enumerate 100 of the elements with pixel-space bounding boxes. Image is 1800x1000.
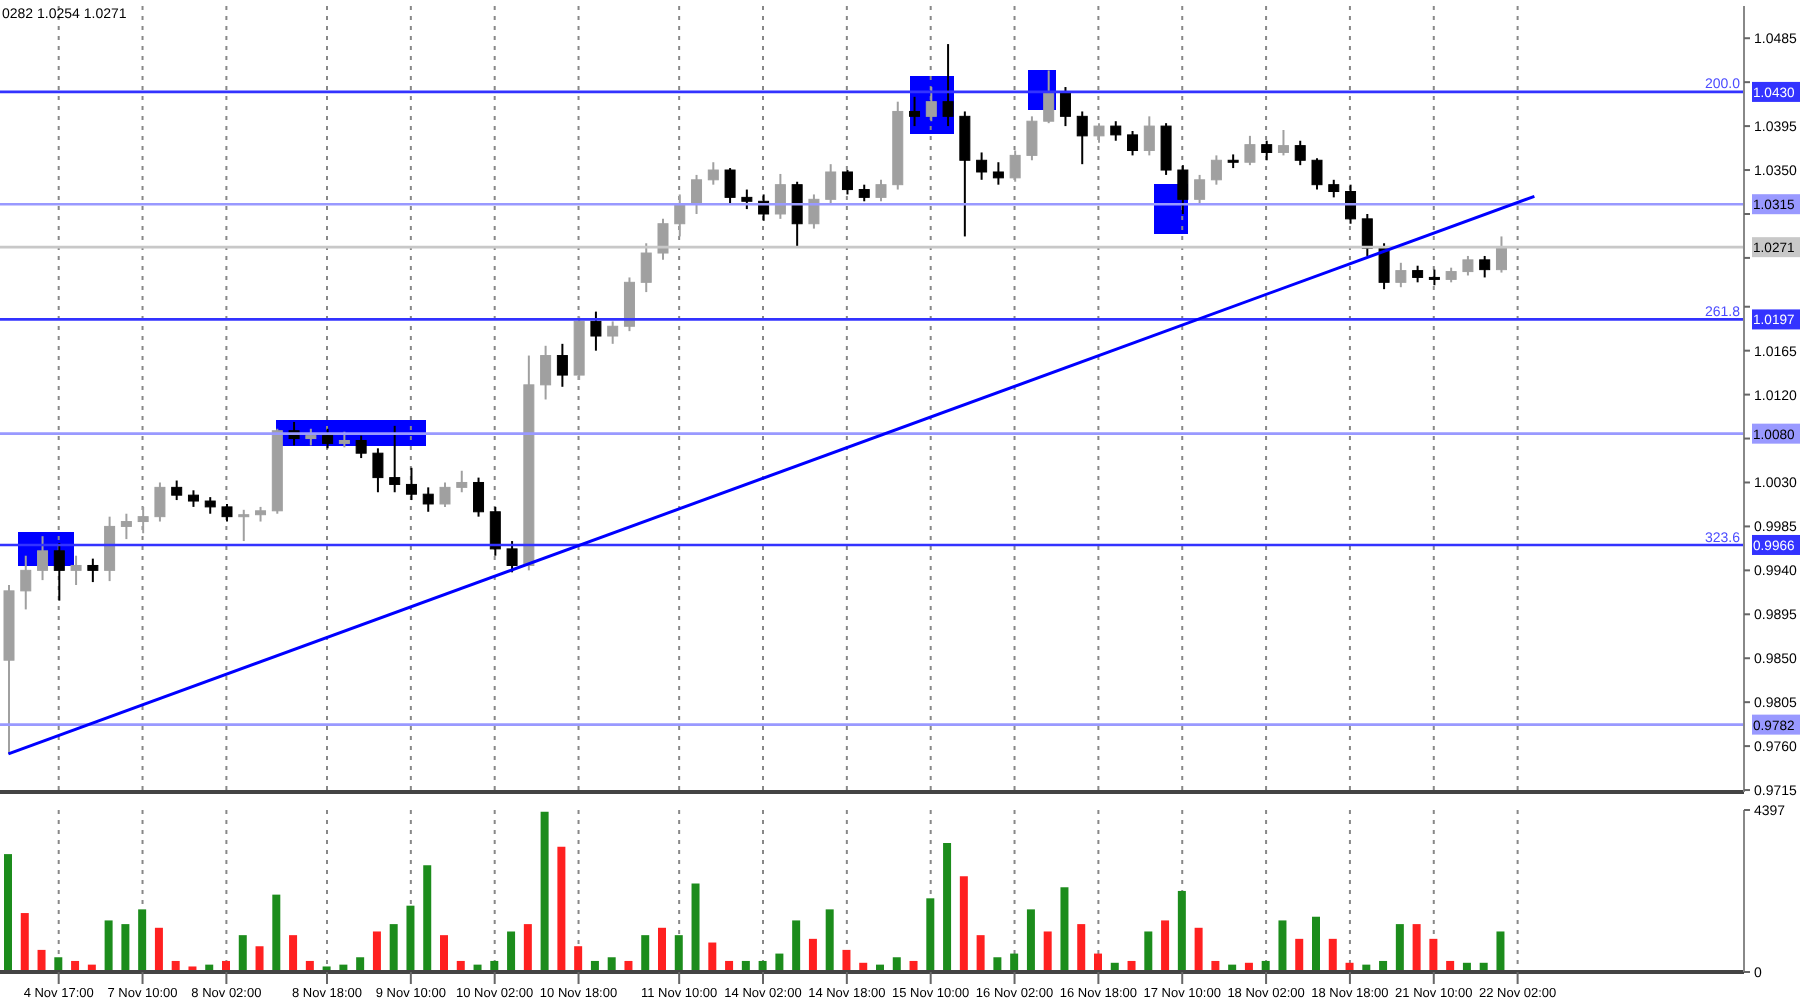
- candlestick: [1261, 139, 1273, 162]
- candlestick: [1143, 115, 1155, 157]
- candlestick: [53, 542, 65, 602]
- candlestick: [355, 434, 367, 460]
- bar: [574, 946, 583, 972]
- bar: [1395, 924, 1404, 972]
- candlestick: [1462, 254, 1474, 277]
- candlestick: [1076, 110, 1088, 166]
- bar: [792, 920, 801, 972]
- candlestick: [556, 342, 568, 388]
- bar: [825, 909, 834, 972]
- bar: [272, 894, 281, 972]
- candlestick: [1194, 173, 1206, 206]
- candlestick: [372, 447, 384, 494]
- bar: [255, 946, 264, 972]
- candlestick: [691, 173, 703, 215]
- candlestick: [623, 276, 635, 333]
- bar: [138, 909, 147, 972]
- candlestick: [959, 110, 971, 238]
- bar: [1412, 924, 1421, 972]
- bar: [1312, 916, 1320, 972]
- bar: [1043, 931, 1052, 972]
- candlestick: [1026, 115, 1038, 162]
- candlestick: [1127, 129, 1139, 157]
- candlestick: [1345, 183, 1357, 225]
- candlestick: [607, 320, 619, 345]
- candlestick: [774, 172, 786, 220]
- candlestick: [87, 557, 99, 584]
- bar: [507, 931, 516, 972]
- candlestick: [238, 508, 250, 543]
- candlestick: [640, 242, 652, 294]
- candlestick: [540, 344, 552, 401]
- candlestick: [171, 479, 183, 502]
- bar: [238, 935, 247, 972]
- bar: [658, 927, 666, 972]
- bar: [423, 865, 432, 972]
- candlestick: [1277, 129, 1289, 157]
- bar: [104, 920, 113, 972]
- candlestick: [137, 505, 149, 535]
- candlestick: [808, 193, 820, 230]
- bar: [540, 811, 549, 972]
- candlestick: [422, 486, 434, 513]
- bar: [1161, 920, 1170, 972]
- bar: [1429, 938, 1438, 972]
- candlestick: [825, 163, 837, 206]
- bar: [1328, 938, 1337, 972]
- bar: [1144, 931, 1153, 972]
- candlestick: [909, 95, 921, 128]
- candlestick: [37, 535, 49, 582]
- candlestick: [20, 554, 32, 611]
- candlestick: [439, 481, 451, 508]
- bar: [1194, 927, 1203, 972]
- bar: [691, 883, 700, 972]
- bar: [959, 876, 968, 972]
- candlestick: [724, 167, 736, 206]
- candlestick: [1495, 235, 1507, 274]
- candlestick: [1160, 122, 1172, 176]
- candlestick: [120, 512, 132, 541]
- bar: [4, 854, 12, 972]
- bar: [557, 846, 566, 972]
- bar: [121, 924, 130, 972]
- candlestick: [456, 469, 468, 494]
- candlestick: [489, 505, 501, 557]
- bar: [926, 898, 935, 972]
- bar: [1026, 909, 1035, 972]
- candlestick: [1210, 154, 1222, 186]
- bar: [406, 905, 415, 972]
- candlestick: [875, 178, 887, 203]
- bar: [289, 935, 298, 972]
- candlestick: [841, 169, 853, 196]
- candlestick: [70, 554, 82, 586]
- bar: [1278, 920, 1287, 972]
- bar: [1496, 931, 1505, 972]
- bar: [708, 942, 717, 972]
- bar: [808, 938, 817, 972]
- bar: [842, 949, 851, 972]
- candlestick: [389, 424, 401, 494]
- bar: [389, 924, 398, 972]
- bar: [440, 935, 448, 972]
- candlestick: [473, 476, 485, 518]
- candlestick: [104, 515, 116, 583]
- bar: [1177, 890, 1186, 972]
- bar: [1060, 887, 1069, 972]
- bar: [37, 949, 46, 972]
- bar: [20, 913, 29, 972]
- bar: [943, 843, 952, 972]
- candlestick: [1244, 134, 1256, 167]
- candlestick: [1361, 212, 1373, 257]
- candlestick: [154, 481, 166, 523]
- candlestick: [590, 310, 602, 352]
- candlestick: [1110, 120, 1122, 142]
- candlestick: [741, 188, 753, 211]
- bar: [976, 935, 985, 972]
- candlestick: [707, 161, 719, 186]
- candlestick: [925, 86, 937, 123]
- candlestick: [976, 151, 988, 181]
- candlestick: [1093, 122, 1105, 144]
- candlestick: [942, 43, 954, 128]
- candlestick: [1059, 86, 1071, 128]
- candlestick: [1378, 242, 1390, 291]
